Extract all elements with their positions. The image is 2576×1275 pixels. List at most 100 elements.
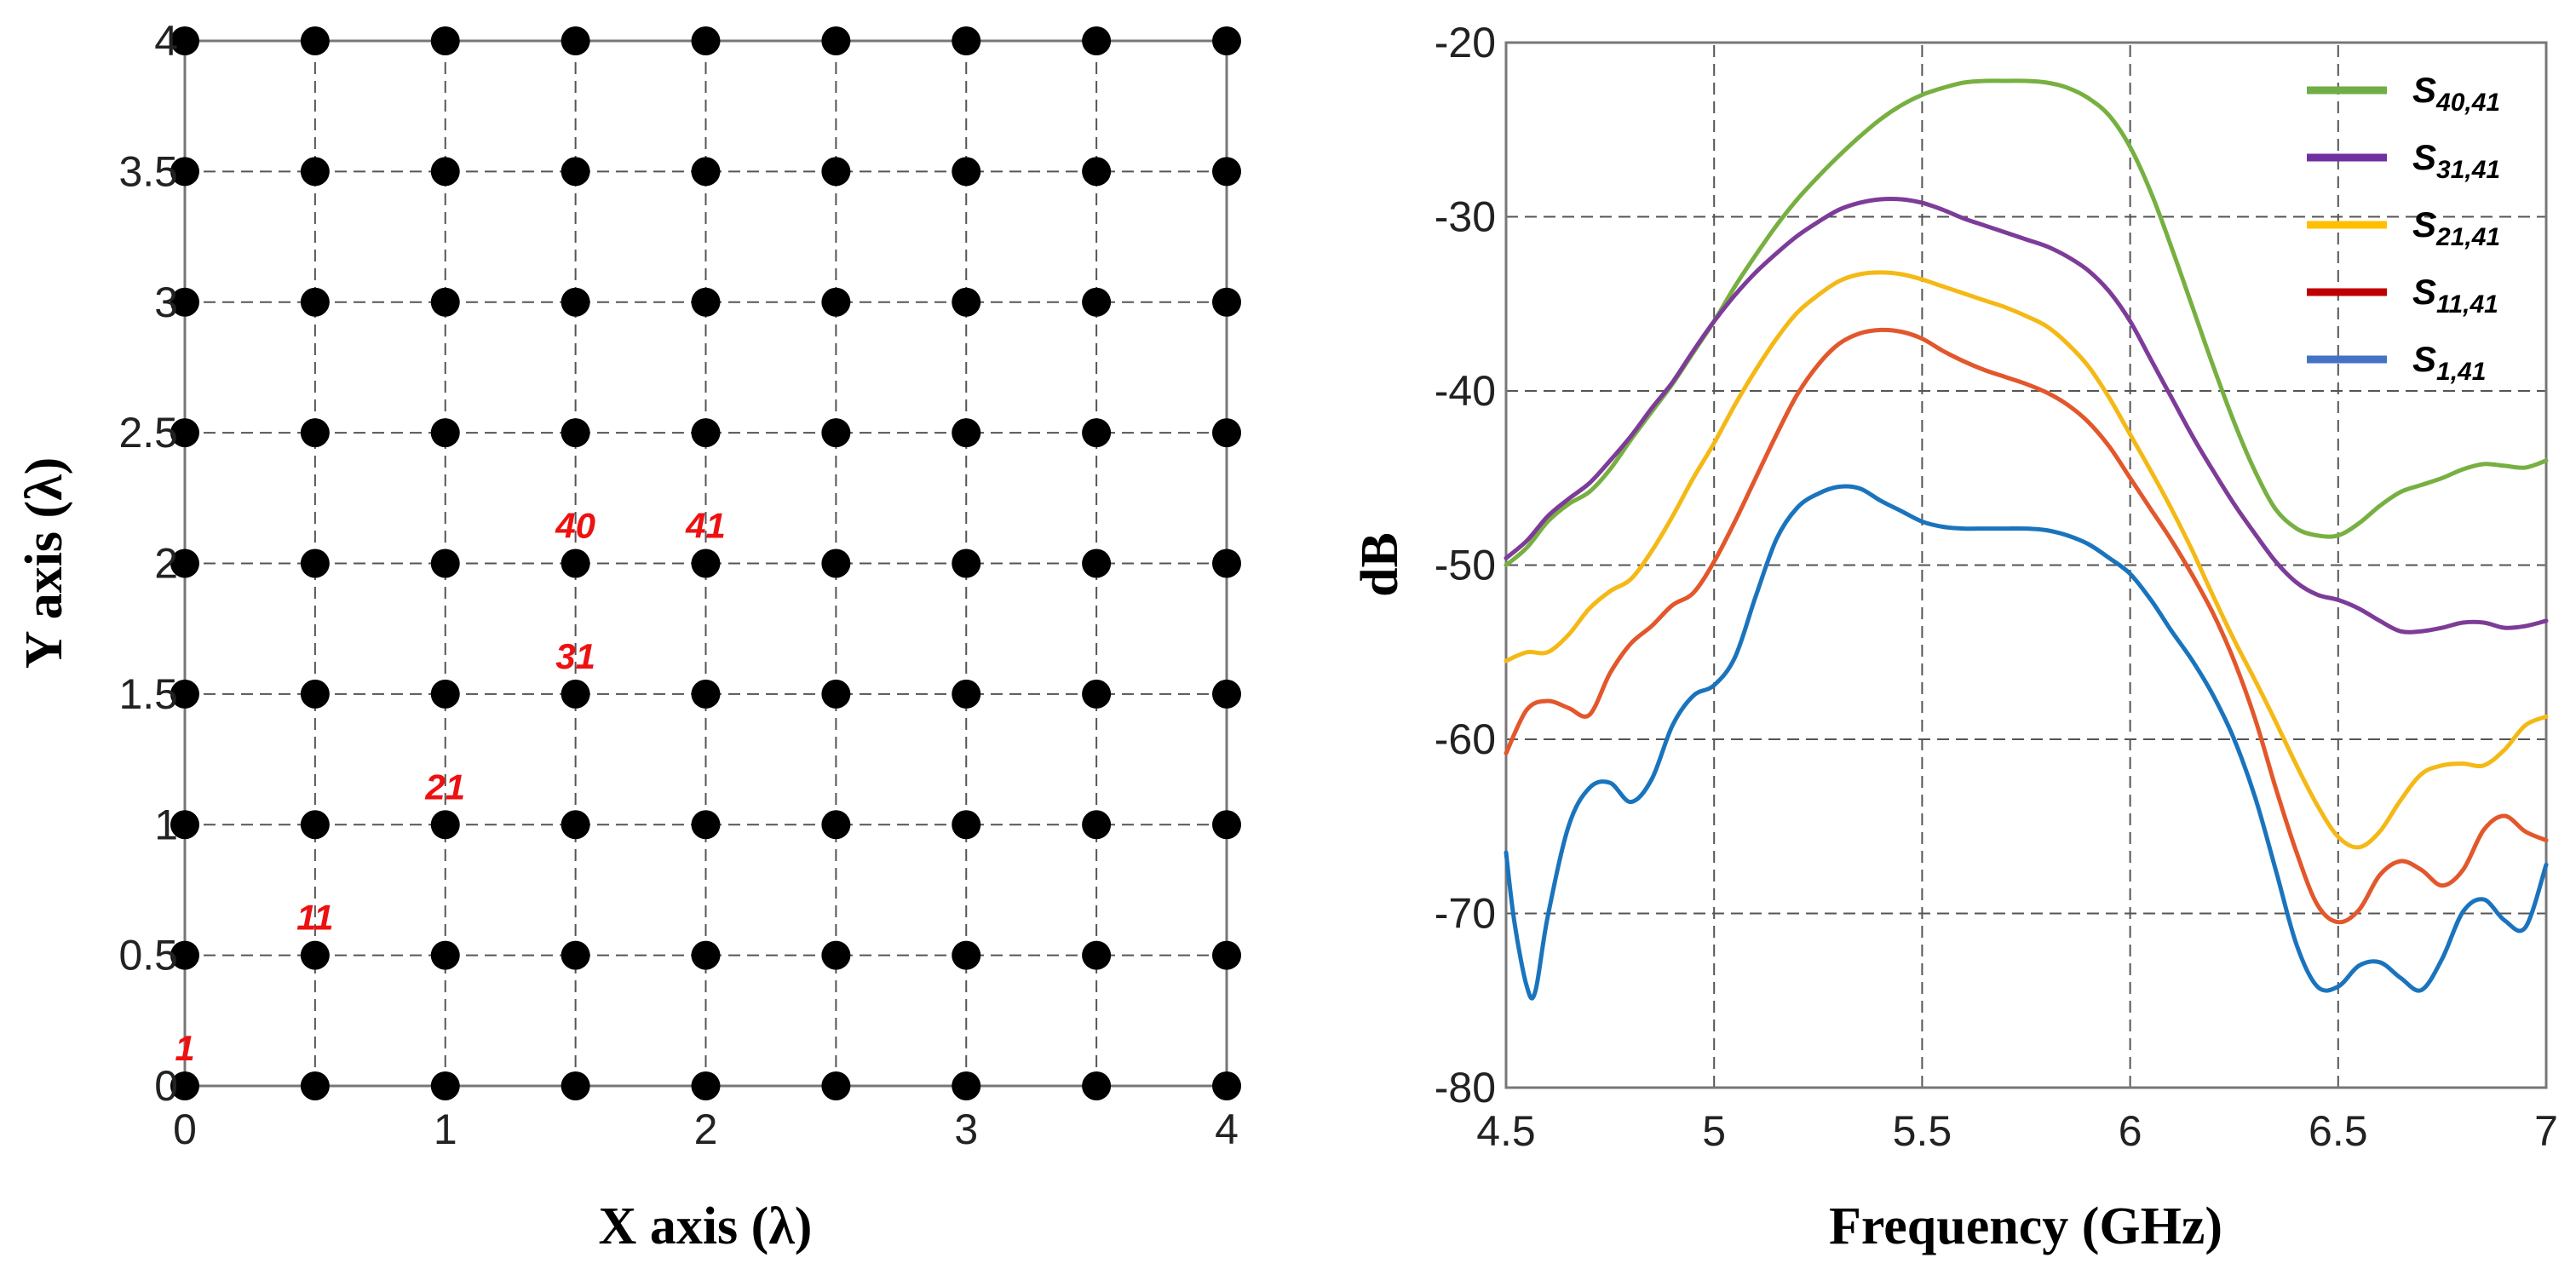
element-point: [1082, 940, 1112, 970]
element-point: [952, 679, 981, 709]
element-point: [170, 940, 199, 970]
element-point: [691, 940, 721, 970]
element-point: [1212, 287, 1241, 317]
right-gridlines: [1506, 43, 2546, 1088]
element-point: [430, 810, 460, 840]
legend-label-main: S: [2412, 339, 2436, 379]
element-point: [170, 157, 199, 187]
element-point: [691, 810, 721, 840]
right-y-tick-label: -20: [1435, 19, 1496, 66]
element-point: [561, 287, 590, 317]
element-point: [170, 287, 199, 317]
legend-label: S1,41: [2412, 339, 2486, 386]
element-point: [1082, 287, 1112, 317]
left-y-tick-label: 2.5: [118, 409, 178, 457]
element-point: [1082, 548, 1112, 578]
element-point: [300, 26, 330, 55]
element-index-label: 41: [685, 506, 726, 546]
element-point: [691, 26, 721, 55]
element-point: [1212, 26, 1241, 55]
element-index-label: 40: [555, 506, 595, 546]
legend-item: S21,41: [2307, 204, 2500, 251]
element-index-label: 11: [296, 898, 334, 938]
element-point: [952, 1071, 981, 1100]
element-point: [300, 157, 330, 187]
element-point: [821, 810, 851, 840]
right-x-tick-label: 4.5: [1476, 1107, 1536, 1155]
element-point: [300, 418, 330, 448]
element-point: [821, 940, 851, 970]
element-point: [821, 679, 851, 709]
legend-label: S40,41: [2412, 70, 2500, 117]
right-x-tick-label: 5: [1702, 1107, 1726, 1155]
element-point: [170, 679, 199, 709]
element-point: [561, 679, 590, 709]
left-y-tick-label: 1.5: [118, 670, 178, 718]
left-x-tick-label: 4: [1215, 1106, 1239, 1153]
element-point: [430, 679, 460, 709]
element-point: [691, 548, 721, 578]
element-point: [691, 1071, 721, 1100]
legend-label-main: S: [2412, 204, 2436, 244]
element-point: [170, 1071, 199, 1100]
right-y-tick-label: -50: [1435, 542, 1496, 589]
legend-label-main: S: [2412, 272, 2436, 312]
left-y-tick-label: 0.5: [118, 932, 178, 979]
left-x-tick-label: 3: [954, 1106, 978, 1153]
right-y-axis-label: dB: [1351, 532, 1409, 597]
left-gridlines: [185, 41, 1227, 1086]
left-y-tick-label: 4: [154, 17, 178, 65]
element-point: [300, 940, 330, 970]
element-point: [1082, 418, 1112, 448]
element-point: [561, 1071, 590, 1100]
right-y-tick-labels: -80 -70 -60 -50 -40 -30 -20: [1435, 19, 1496, 1111]
element-point: [1082, 26, 1112, 55]
left-y-tick-label: 2: [154, 540, 178, 588]
series-line-11-41: [1504, 327, 2549, 925]
legend-label-main: S: [2412, 70, 2436, 110]
element-point: [821, 548, 851, 578]
element-point: [1212, 548, 1241, 578]
element-point: [1212, 1071, 1241, 1100]
element-point: [821, 1071, 851, 1100]
element-point: [170, 26, 199, 55]
element-point: [952, 157, 981, 187]
left-x-axis-label: X axis (λ): [599, 1197, 813, 1255]
element-point: [691, 287, 721, 317]
element-point: [1082, 157, 1112, 187]
element-point: [170, 810, 199, 840]
element-points: [170, 26, 1241, 1100]
element-point: [952, 418, 981, 448]
element-point: [430, 1071, 460, 1100]
right-y-tick-label: -70: [1435, 890, 1496, 938]
element-point: [1212, 810, 1241, 840]
element-point: [561, 940, 590, 970]
legend-item: S31,41: [2307, 137, 2500, 184]
right-y-tick-label: -30: [1435, 193, 1496, 241]
element-point: [430, 548, 460, 578]
left-x-tick-label: 2: [694, 1106, 718, 1153]
left-y-tick-label: 0: [154, 1062, 178, 1110]
element-point: [300, 1071, 330, 1100]
right-y-tick-label: -40: [1435, 367, 1496, 415]
series-line-31-41: [1504, 197, 2549, 635]
legend-label: S31,41: [2412, 137, 2500, 184]
legend-item: S40,41: [2307, 70, 2500, 117]
element-point: [691, 157, 721, 187]
element-point: [430, 26, 460, 55]
element-point: [300, 810, 330, 840]
element-point: [1082, 679, 1112, 709]
left-x-tick-labels: 0 1 2 3 4: [173, 1106, 1239, 1153]
legend-label-subscript: 40,41: [2435, 89, 2500, 117]
element-point: [1212, 679, 1241, 709]
element-point: [300, 287, 330, 317]
element-point: [430, 287, 460, 317]
right-x-axis-label: Frequency (GHz): [1829, 1197, 2222, 1255]
series-line-21-41: [1504, 270, 2549, 850]
element-point: [300, 679, 330, 709]
element-point: [1212, 157, 1241, 187]
element-point: [561, 157, 590, 187]
element-index-label: 31: [555, 636, 595, 676]
